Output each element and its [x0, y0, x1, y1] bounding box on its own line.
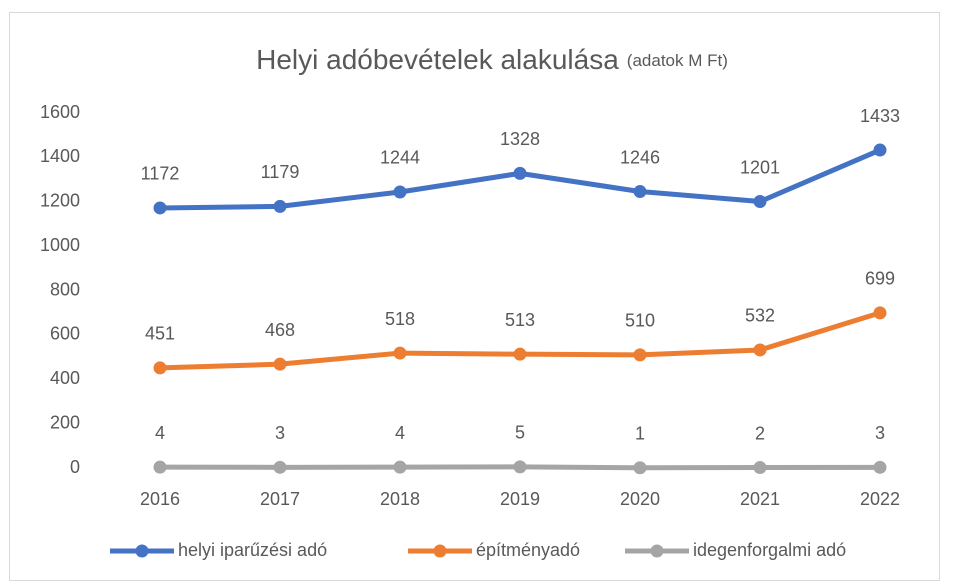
point-marker	[513, 347, 527, 361]
x-tick-label: 2020	[620, 489, 660, 509]
y-tick-label: 400	[50, 368, 80, 388]
x-tick-label: 2018	[380, 489, 420, 509]
chart-frame	[9, 12, 940, 581]
y-tick-label: 800	[50, 279, 80, 299]
y-tick-label: 1400	[40, 146, 80, 166]
chart-heading: Helyi adóbevételek alakulása (adatok M Ft…	[256, 44, 728, 75]
point-marker	[393, 185, 407, 199]
data-label: 4	[155, 423, 165, 443]
y-tick-label: 200	[50, 412, 80, 432]
data-label: 3	[875, 423, 885, 443]
data-label: 2	[755, 423, 765, 443]
legend-label: idegenforgalmi adó	[693, 540, 846, 560]
x-tick-label: 2021	[740, 489, 780, 509]
point-marker	[633, 461, 647, 475]
data-label: 532	[745, 306, 775, 326]
data-label: 1201	[740, 157, 780, 177]
x-tick-label: 2019	[500, 489, 540, 509]
data-label: 513	[505, 310, 535, 330]
legend-label: építményadó	[476, 540, 580, 560]
point-marker	[633, 348, 647, 362]
point-marker	[273, 357, 287, 371]
x-tick-label: 2017	[260, 489, 300, 509]
point-marker	[873, 306, 887, 320]
data-label: 1244	[380, 148, 420, 168]
y-tick-label: 1600	[40, 102, 80, 122]
data-label: 1433	[860, 106, 900, 126]
point-marker	[153, 460, 167, 474]
data-label: 1179	[261, 162, 300, 182]
data-label: 451	[145, 324, 175, 344]
data-label: 1246	[620, 147, 660, 167]
point-marker	[753, 195, 767, 209]
data-label: 1	[635, 424, 645, 444]
data-label: 510	[625, 311, 655, 331]
data-label: 699	[865, 269, 895, 289]
point-marker	[153, 201, 167, 215]
point-marker	[513, 460, 527, 474]
point-marker	[513, 166, 527, 180]
point-marker	[753, 461, 767, 475]
chart-subtitle: (adatok M Ft)	[627, 51, 728, 70]
data-label: 3	[275, 423, 285, 443]
data-label: 1172	[141, 164, 180, 184]
point-marker	[873, 143, 887, 157]
legend-marker	[433, 544, 447, 558]
point-marker	[393, 346, 407, 360]
point-marker	[273, 460, 287, 474]
legend-label: helyi iparűzési adó	[178, 540, 327, 560]
data-label: 518	[385, 309, 415, 329]
data-label: 5	[515, 423, 525, 443]
point-marker	[273, 199, 287, 213]
legend-marker	[650, 544, 664, 558]
y-tick-label: 1200	[40, 191, 80, 211]
data-label: 4	[395, 423, 405, 443]
legend-marker	[135, 544, 149, 558]
chart-title: Helyi adóbevételek alakulása	[256, 44, 619, 75]
x-tick-label: 2022	[860, 489, 900, 509]
y-tick-label: 600	[50, 324, 80, 344]
point-marker	[873, 460, 887, 474]
data-label: 1328	[500, 129, 540, 149]
point-marker	[153, 361, 167, 375]
data-label: 468	[265, 320, 295, 340]
y-tick-label: 0	[70, 457, 80, 477]
y-tick-label: 1000	[40, 235, 80, 255]
point-marker	[633, 185, 647, 199]
point-marker	[753, 343, 767, 357]
x-tick-label: 2016	[140, 489, 180, 509]
point-marker	[393, 460, 407, 474]
